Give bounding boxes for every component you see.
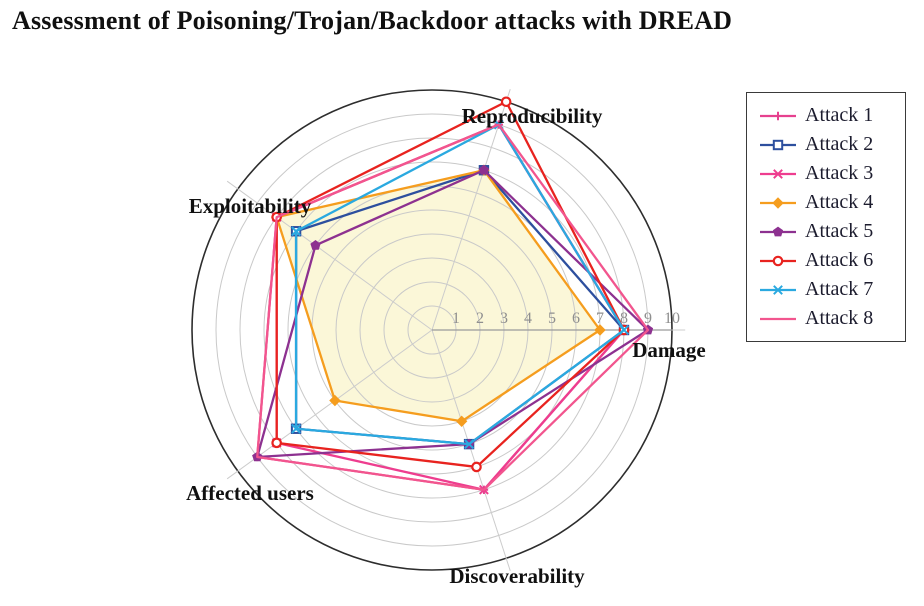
tick-label: 5: [548, 310, 556, 327]
tick-label: 9: [644, 310, 652, 327]
marker-x-icon: [773, 168, 783, 179]
legend-label: Attack 1: [805, 104, 874, 126]
legend-item: Attack 5: [759, 217, 895, 246]
legend-item: Attack 7: [759, 275, 895, 304]
axis-spoke: [226, 329, 433, 480]
marker-pentagon-icon: [310, 240, 321, 250]
axis-label: Damage: [632, 338, 705, 362]
legend-label: Attack 7: [805, 278, 874, 300]
legend-label: Attack 5: [805, 220, 874, 242]
series-area-attack-4: [276, 170, 600, 422]
series-line-attack-4: [275, 169, 602, 423]
tick-label: 8: [620, 310, 628, 327]
legend-marker-plus-icon: [760, 111, 796, 120]
tick-label: 6: [572, 310, 580, 327]
marker-x-icon: [291, 226, 301, 237]
marker-plus-icon: [773, 111, 783, 120]
tick-label: 2: [476, 310, 484, 327]
marker-diamond-icon: [329, 394, 341, 407]
series-line-attack-6: [275, 100, 626, 469]
tick-label: 4: [524, 310, 532, 327]
axis-spoke: [431, 89, 511, 331]
legend-label: Attack 2: [805, 133, 874, 155]
legend-marker-circle-icon: [760, 255, 796, 266]
axis-label: Discoverability: [449, 564, 585, 588]
legend-label: Attack 4: [805, 191, 874, 213]
marker-x-icon: [291, 423, 301, 434]
legend-label: Attack 8: [805, 307, 874, 329]
series-line-attack-5: [256, 169, 650, 459]
marker-circle-icon: [500, 96, 512, 108]
marker-diamond-icon: [772, 196, 784, 209]
legend-marker-square-icon: [760, 139, 796, 150]
tick-label: 3: [500, 310, 508, 327]
marker-x-icon: [619, 325, 629, 335]
series-line-attack-7: [294, 123, 626, 446]
legend-label: Attack 3: [805, 162, 874, 184]
marker-diamond-icon: [594, 324, 606, 336]
legend-item: Attack 1: [759, 101, 895, 130]
marker-pentagon-icon: [772, 226, 784, 236]
marker-circle-icon: [772, 255, 784, 266]
legend-item: Attack 4: [759, 188, 895, 217]
marker-diamond-icon: [455, 415, 468, 428]
legend-item: Attack 8: [759, 304, 895, 333]
axis-label: Reproducibility: [462, 104, 603, 128]
axis-label: Affected users: [186, 481, 314, 505]
legend-item: Attack 2: [759, 130, 895, 159]
legend-marker-x-icon: [760, 284, 796, 295]
tick-label: 10: [664, 310, 680, 327]
marker-pentagon-icon: [478, 164, 490, 175]
marker-square-icon: [772, 139, 784, 150]
marker-circle-icon: [471, 461, 482, 473]
legend: Attack 1 Attack 2 Attack 3 Attack 4 Attack 5…: [746, 92, 906, 342]
legend-marker-x-icon: [760, 168, 796, 179]
axis-spoke: [431, 329, 511, 571]
tick-label: 1: [452, 310, 460, 327]
legend-marker-pentagon-icon: [760, 226, 796, 236]
legend-item: Attack 3: [759, 159, 895, 188]
axis-spoke: [226, 180, 433, 331]
marker-circle-icon: [271, 437, 282, 449]
legend-marker-diamond-icon: [760, 196, 796, 209]
legend-marker-none-icon: [760, 317, 796, 320]
marker-x-icon: [773, 284, 783, 295]
series-line-attack-8: [256, 123, 650, 491]
axis-label: Exploitability: [189, 194, 312, 218]
tick-label: 7: [596, 310, 604, 327]
legend-item: Attack 6: [759, 246, 895, 275]
chart-title: Assessment of Poisoning/Trojan/Backdoor …: [12, 6, 733, 35]
legend-label: Attack 6: [805, 249, 874, 271]
marker-x-icon: [464, 439, 474, 450]
